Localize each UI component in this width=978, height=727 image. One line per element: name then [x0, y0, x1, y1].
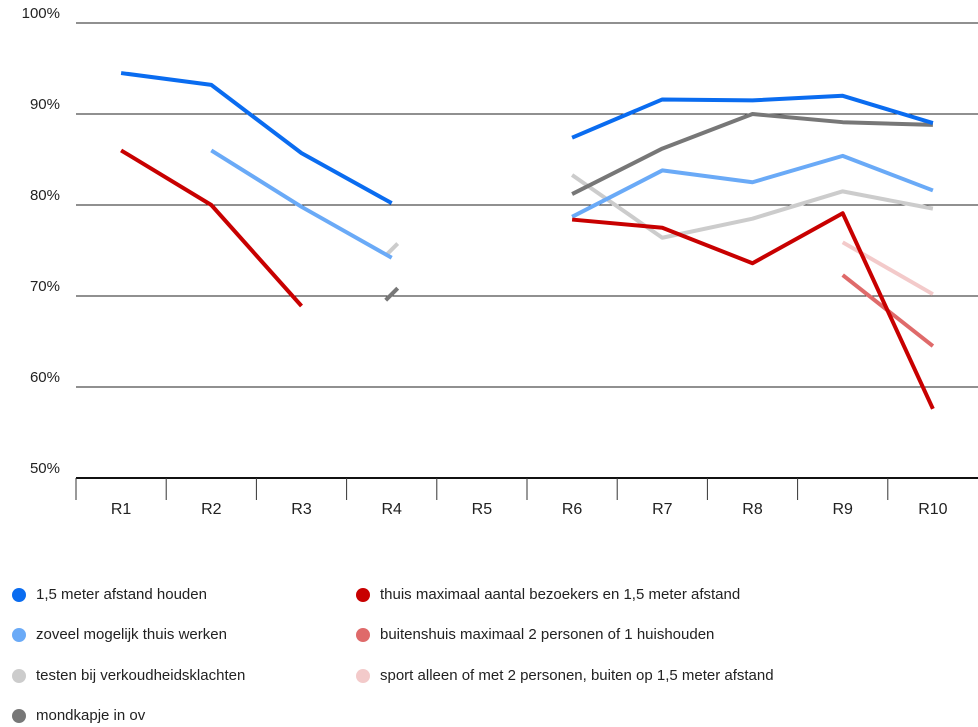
- x-tick-label: R8: [742, 501, 763, 518]
- series-line: [571, 93, 934, 140]
- legend-item: testen bij verkoudheidsklachten: [12, 667, 245, 684]
- y-tick-label: 70%: [30, 278, 60, 295]
- legend-swatch: [356, 668, 370, 683]
- legend-swatch: [12, 627, 26, 642]
- y-tick-label: 60%: [30, 369, 60, 386]
- legend-swatch: [12, 708, 26, 723]
- x-tick-label: R6: [562, 501, 583, 518]
- legend-label: testen bij verkoudheidsklachten: [36, 667, 246, 684]
- legend-swatch: [356, 587, 370, 602]
- series-line: [120, 71, 393, 205]
- y-tick-label: 50%: [30, 460, 60, 477]
- y-axis-labels: 50% 60% 70% 80% 90% 100%: [22, 5, 60, 477]
- x-axis-labels: R1 R2 R3 R4 R5 R6 R7 R8 R9 R10: [111, 501, 948, 518]
- x-axis: [75, 477, 978, 500]
- legend-swatch: [12, 668, 26, 683]
- series-zoveel-mogelijk-thuis-werken: [210, 148, 934, 260]
- gridlines: [76, 22, 978, 388]
- series-1-5-meter-afstand-houden: [120, 71, 934, 205]
- series-line: [570, 173, 934, 240]
- series-line: [120, 148, 303, 308]
- y-tick-label: 90%: [30, 96, 60, 113]
- legend-label: thuis maximaal aantal bezoekers en 1,5 m…: [380, 586, 741, 603]
- legend-label: zoveel mogelijk thuis werken: [36, 626, 227, 643]
- x-tick-label: R7: [652, 501, 673, 518]
- series-mondkapje-in-ov: [384, 112, 934, 302]
- series-lines: [120, 71, 935, 410]
- legend-item: 1,5 meter afstand houden: [12, 586, 207, 603]
- legend-item: mondkapje in ov: [12, 707, 145, 724]
- series-line: [210, 148, 393, 260]
- series-line: [841, 240, 934, 296]
- legend-label: 1,5 meter afstand houden: [36, 586, 207, 603]
- x-tick-label: R1: [111, 501, 132, 518]
- legend-item: sport alleen of met 2 personen, buiten o…: [356, 667, 774, 684]
- x-tick-label: R10: [918, 501, 947, 518]
- legend-item: thuis maximaal aantal bezoekers en 1,5 m…: [356, 586, 740, 603]
- x-tick-label: R9: [832, 501, 853, 518]
- y-tick-label: 100%: [22, 5, 60, 22]
- legend-swatch: [12, 587, 26, 602]
- x-tick-label: R4: [381, 501, 402, 518]
- x-tick-label: R5: [472, 501, 493, 518]
- series-line: [571, 211, 935, 410]
- series-testen-bij-verkoudheidsklachten: [384, 173, 934, 258]
- legend-label: buitenshuis maximaal 2 personen of 1 hui…: [380, 626, 715, 643]
- series-sport-alleen-of-met-2-personen-buiten-op-1-5-meter-afstand: [841, 240, 934, 296]
- y-tick-label: 80%: [30, 187, 60, 204]
- legend-label: mondkapje in ov: [36, 707, 146, 724]
- x-tick-label: R2: [201, 501, 222, 518]
- x-tick-label: R3: [291, 501, 312, 518]
- legend-swatch: [356, 627, 370, 642]
- legend-label: sport alleen of met 2 personen, buiten o…: [380, 667, 774, 684]
- legend-item: zoveel mogelijk thuis werken: [12, 626, 227, 643]
- series-thuis-maximaal-aantal-bezoekers-en-1-5-meter-afstand: [120, 148, 935, 410]
- legend-item: buitenshuis maximaal 2 personen of 1 hui…: [356, 626, 714, 643]
